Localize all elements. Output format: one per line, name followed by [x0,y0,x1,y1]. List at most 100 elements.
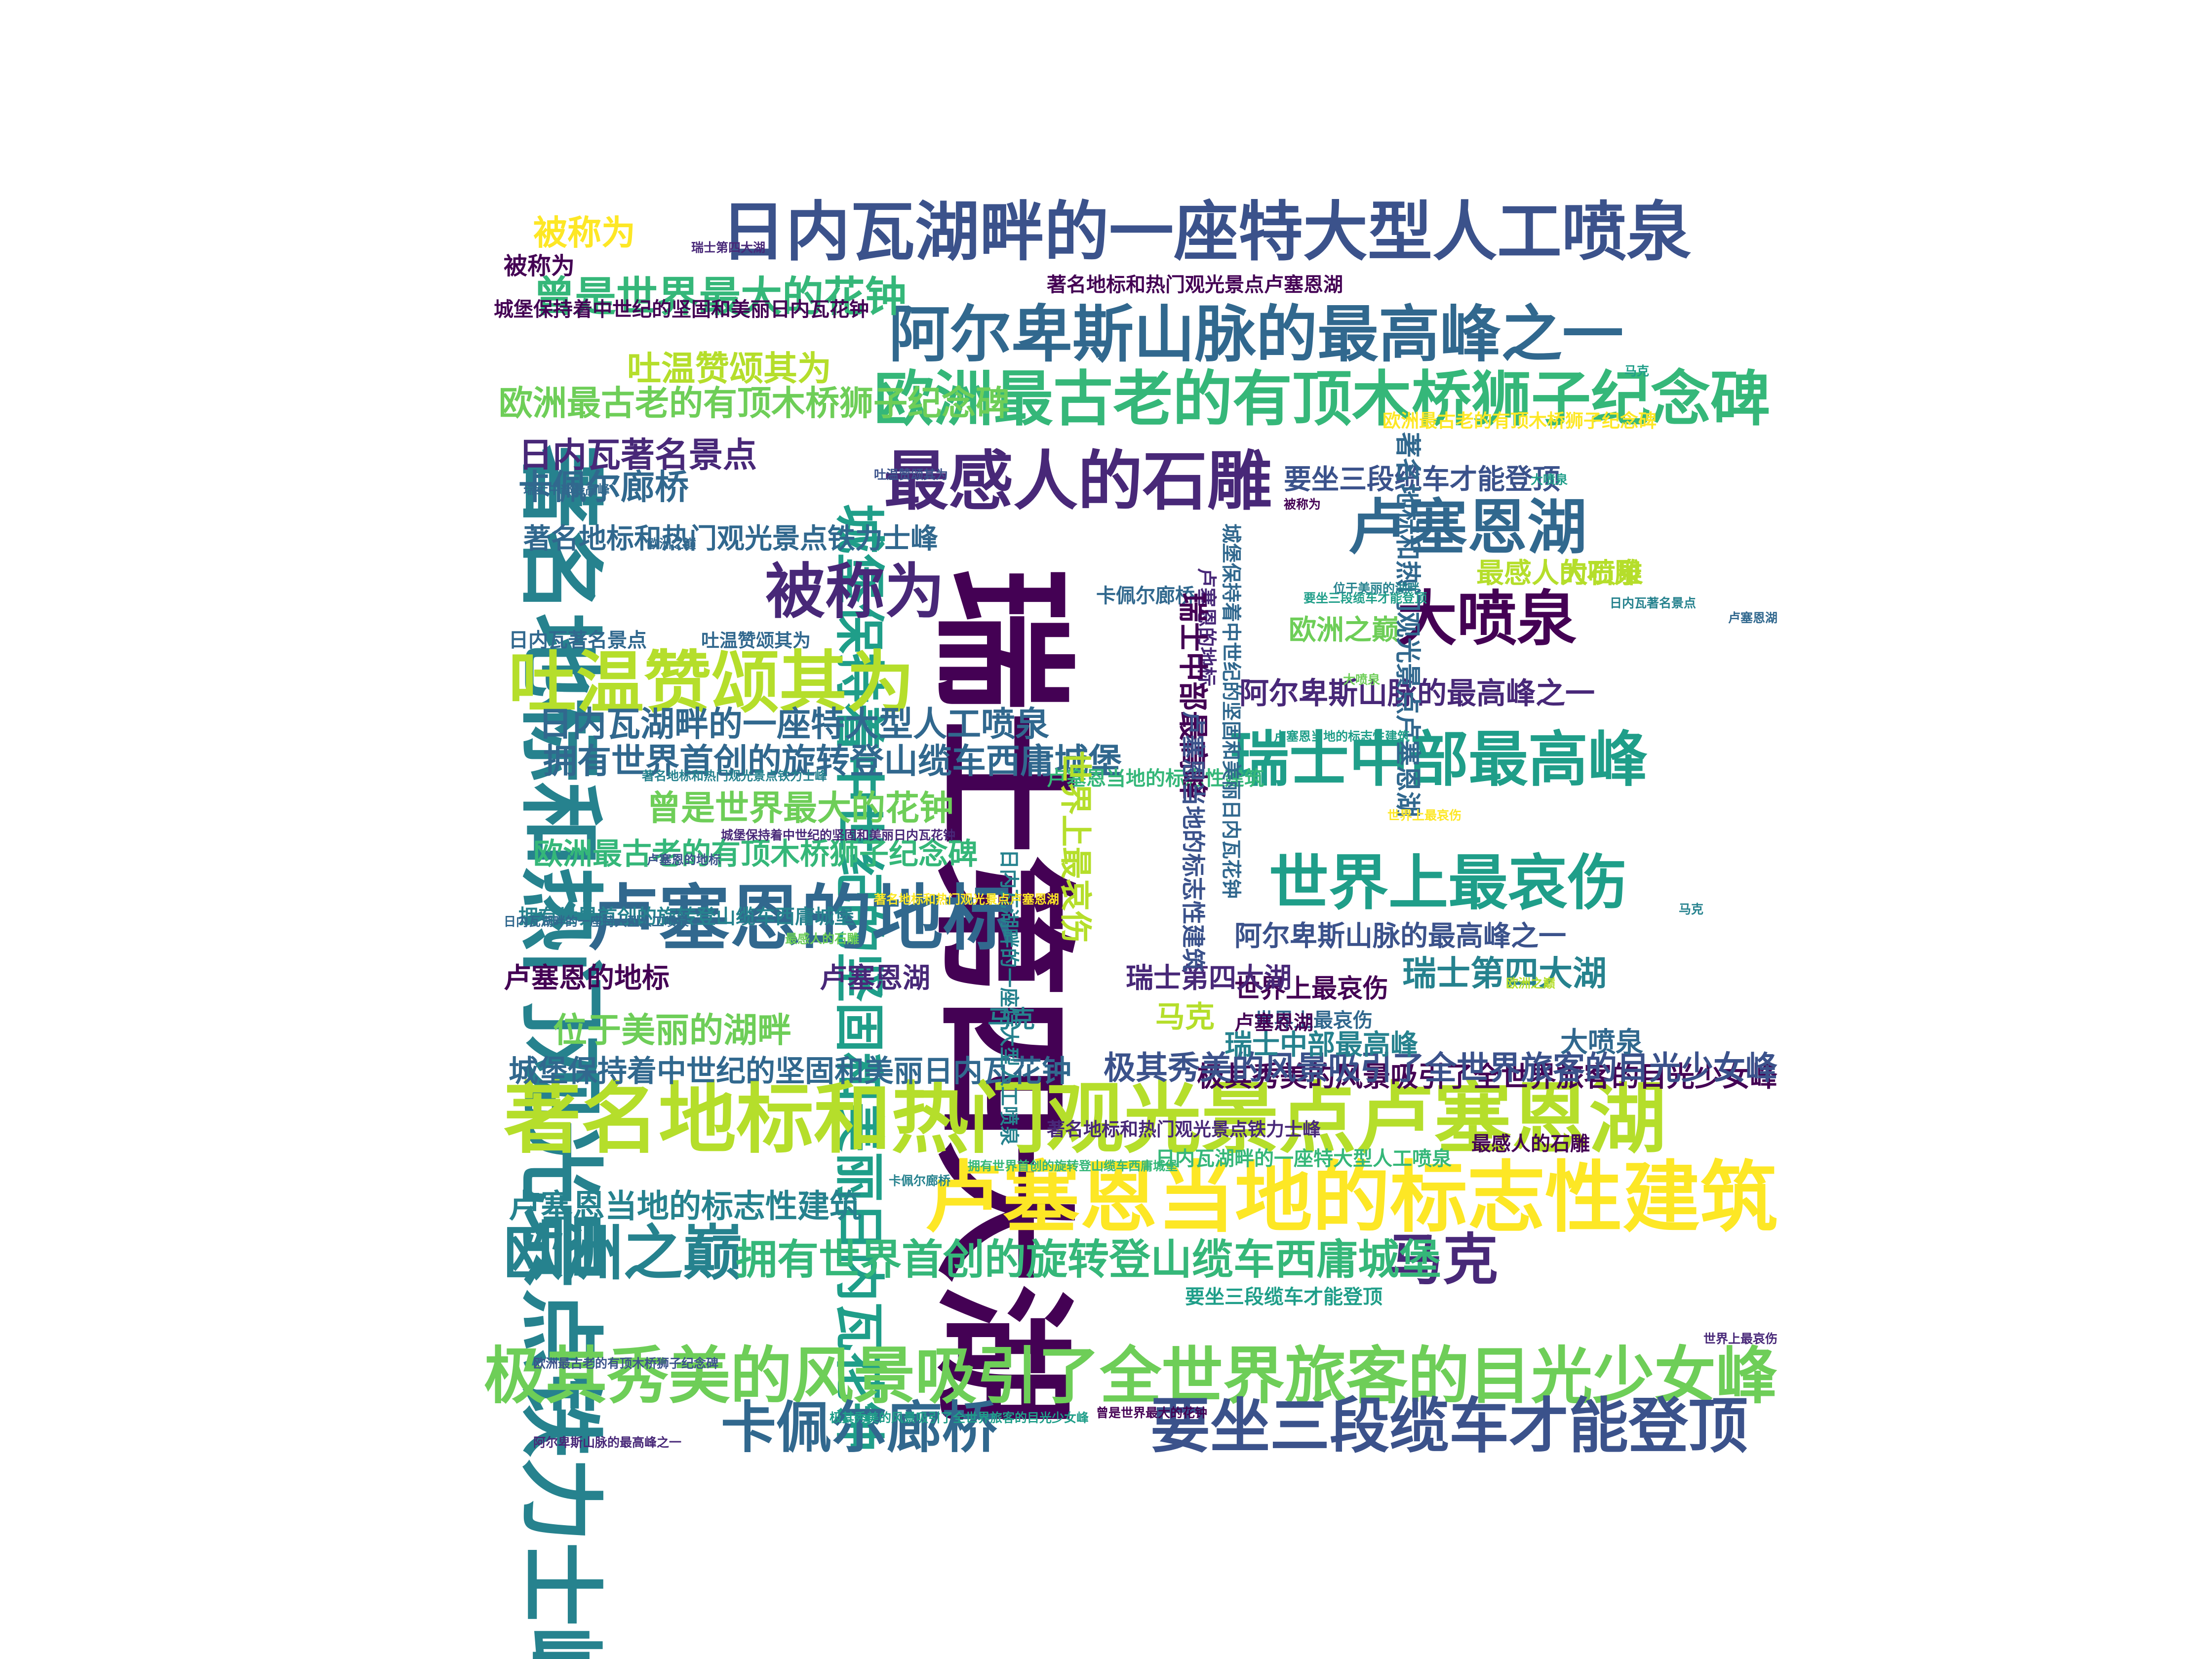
cloud-word: 拥有世界首创的旋转登山缆车西庸城堡 [968,1159,1178,1173]
cloud-word: 马克 [988,1005,1035,1033]
cloud-word: 卢塞恩湖 [820,962,930,994]
cloud-word: 卢塞恩湖 [1234,1012,1313,1034]
cloud-word: 著名地标和热门观光景点铁力士峰 [642,769,827,783]
cloud-word: 大喷泉 [1560,557,1643,590]
cloud-word: 曾是世界最大的花钟 [647,789,953,828]
cloud-word: 瑞士中部最高峰 [523,482,610,497]
cloud-word: 卢塞恩湖 [1348,493,1587,562]
cloud-word: 欧洲最古老的有顶木桥狮子纪念碑 [499,384,1010,423]
cloud-word: 欧洲之巅 [1289,614,1399,646]
cloud-word: 日内瓦湖畔的一座特大型人工喷泉 [1155,1147,1452,1170]
cloud-word: 城堡保持着中世纪的坚固和美丽日内瓦花钟 [830,504,888,1451]
cloud-word: 马克 [1387,1228,1498,1292]
cloud-word: 被称为 [533,213,635,253]
cloud-word: 著名地标和热门观光景点卢塞恩湖 [504,1074,1666,1164]
cloud-word: 日内瓦著名景点 [518,435,757,475]
cloud-word: 曾是世界最大的花钟 [1096,1406,1207,1420]
cloud-word: 世界上最哀伤 [1057,750,1094,943]
cloud-word: 大喷泉 [1397,584,1577,654]
cloud-word: 极其秀美的风景吸引了全世界旅客的目光少女峰 [1104,1050,1778,1087]
cloud-word: 著名地标和热门观光景点铁力士峰 [1047,1119,1321,1140]
cloud-word: 著名地标和热门观光景点卢塞恩湖 [1047,274,1343,296]
cloud-word: 马克 [1679,902,1703,916]
cloud-word: 要坐三段缆车才能登顶 [1185,1286,1382,1308]
cloud-word: 要坐三段缆车才能登顶 [1150,1391,1748,1461]
cloud-word: 极其秀美的风景吸引了全世界旅客的目光少女峰 [484,1341,1778,1412]
cloud-word: 大喷泉 [1531,473,1568,487]
cloud-word: 吐温赞颂其为 [627,349,831,389]
cloud-word: 卢塞恩湖 [1728,611,1778,625]
cloud-word: 卢塞恩当地的标志性建筑 [1179,711,1207,972]
cloud-word: 卢塞恩的地标 [1195,568,1218,686]
cloud-word: 城堡保持着中世纪的坚固和美丽日内瓦花钟 [1220,523,1242,899]
cloud-word: 阿尔卑斯山脉的最高峰之一 [533,1435,681,1450]
cloud-word: 大喷泉 [1343,672,1380,687]
cloud-word: 要坐三段缆车才能登顶 [1284,464,1560,496]
cloud-word: 卡佩尔廊桥 [721,1396,997,1460]
cloud-word: 瑞士中部最高峰 [1175,592,1210,800]
cloud-word: 卢塞恩的地标 [647,853,721,867]
cloud-word: 城堡保持着中世纪的坚固和美丽日内瓦花钟 [721,828,955,842]
cloud-word: 拥有世界首创的旋转登山缆车西庸城堡 [543,742,1122,781]
cloud-word: 拥有世界首创的旋转登山缆车西庸城堡 [736,1235,1441,1284]
cloud-word: 世界上最哀伤 [1387,808,1462,823]
cloud-word: 日内瓦湖畔的一座特大型人工喷泉 [538,705,1049,744]
cloud-word: 日内瓦湖畔的一座特大型人工喷泉 [721,194,1691,270]
cloud-word: 日内瓦著名景点 [509,629,647,652]
cloud-word: 城堡保持着中世纪的坚固和美丽日内瓦花钟 [509,1054,1071,1089]
cloud-word: 位于美丽的湖畔 [553,1011,791,1050]
cloud-word: 最感人的石雕 [1471,1133,1590,1155]
cloud-word: 大喷泉 [1560,1027,1643,1059]
cloud-word: 日内瓦著名景点 [1610,596,1696,610]
cloud-word: 被称为 [765,557,945,627]
cloud-word: 城堡保持着中世纪的坚固和美丽日内瓦花钟 [494,298,869,321]
cloud-word: 瑞士中部最高峰 [1224,1029,1418,1061]
cloud-word: 最感人的石雕 [1476,557,1642,590]
cloud-word: 欧洲之巅 [647,537,696,551]
cloud-word: 被称为 [504,252,575,280]
cloud-word: 马克 [1155,1000,1215,1034]
cloud-word: 被称为 [1284,497,1321,512]
cloud-word: 欧洲最古老的有顶木桥狮子纪念碑 [874,364,1770,434]
cloud-word: 要坐三段缆车才能登顶 [1304,591,1427,605]
cloud-word: 著名地标和热门观光景点卢塞恩湖 [1392,432,1422,817]
cloud-word: 卡佩尔廊桥 [1096,585,1195,607]
cloud-word: 瑞士第四大湖 [1126,962,1292,994]
cloud-word: 著名地标和热门观光景点铁力士峰 [511,444,609,1659]
cloud-word: 著名地标和热门观光景点铁力士峰 [523,523,938,555]
cloud-word: 欧洲最古老的有顶木桥狮子纪念碑 [533,837,978,871]
cloud-word: 瑞士中部最高峰 [1229,725,1648,794]
cloud-word: 阿尔卑斯山脉的最高峰之一 [1239,676,1595,711]
cloud-word: 世界上最哀伤 [1269,848,1627,918]
cloud-word: 欧洲最古老的有顶木桥狮子纪念碑 [533,1356,718,1371]
cloud-word: 世界上最哀伤 [1703,1332,1778,1346]
cloud-word: 欧洲最古老的有顶木桥狮子纪念碑 [1382,410,1657,432]
cloud-word: 最感人的石雕 [785,932,859,946]
cloud-word: 卢塞恩当地的标志性建筑 [509,1188,862,1225]
cloud-word: 极其秀美的风景吸引了全世界旅客的目光少女峰 [830,1411,1089,1425]
cloud-word: 曾是世界最大的花钟 [533,273,907,321]
cloud-word: 位于美丽的湖畔 [1333,581,1420,595]
cloud-word: 卢塞恩当地的标志性建筑 [925,1153,1778,1243]
cloud-word: 卢塞恩当地的标志性建筑 [1047,767,1264,790]
cloud-word: 著名地标和热门观光景点卢塞恩湖 [874,892,1059,907]
cloud-word: 欧洲之巅 [1506,976,1555,990]
cloud-word: 吐温赞颂其为 [509,644,914,722]
cloud-word: 卡佩尔廊桥 [518,468,689,507]
cloud-word: 卡佩尔廊桥 [889,1174,950,1188]
cloud-word: 瑞士第四大湖 [1402,954,1607,993]
cloud-word: 瑞士第四大湖 [918,568,1085,1427]
cloud-word: 拥有世界首创的旋转登山缆车西庸城堡 [518,906,854,928]
cloud-word: 世界上最哀伤 [1254,1009,1373,1032]
cloud-word: 卢塞恩的地标 [504,962,670,994]
cloud-word: 卢塞恩的地标 [588,877,1014,960]
cloud-word: 日内瓦湖畔的一座特大型人工喷泉 [997,849,1020,1146]
cloud-word: 瑞士第四大湖 [691,240,765,255]
cloud-word: 吐温赞颂其为 [874,468,948,482]
cloud-word: 马克 [1624,364,1649,378]
cloud-word: 世界上最哀伤 [1234,974,1388,1004]
cloud-word: 日内瓦湖畔的一座特大型人工喷泉 [504,914,689,929]
